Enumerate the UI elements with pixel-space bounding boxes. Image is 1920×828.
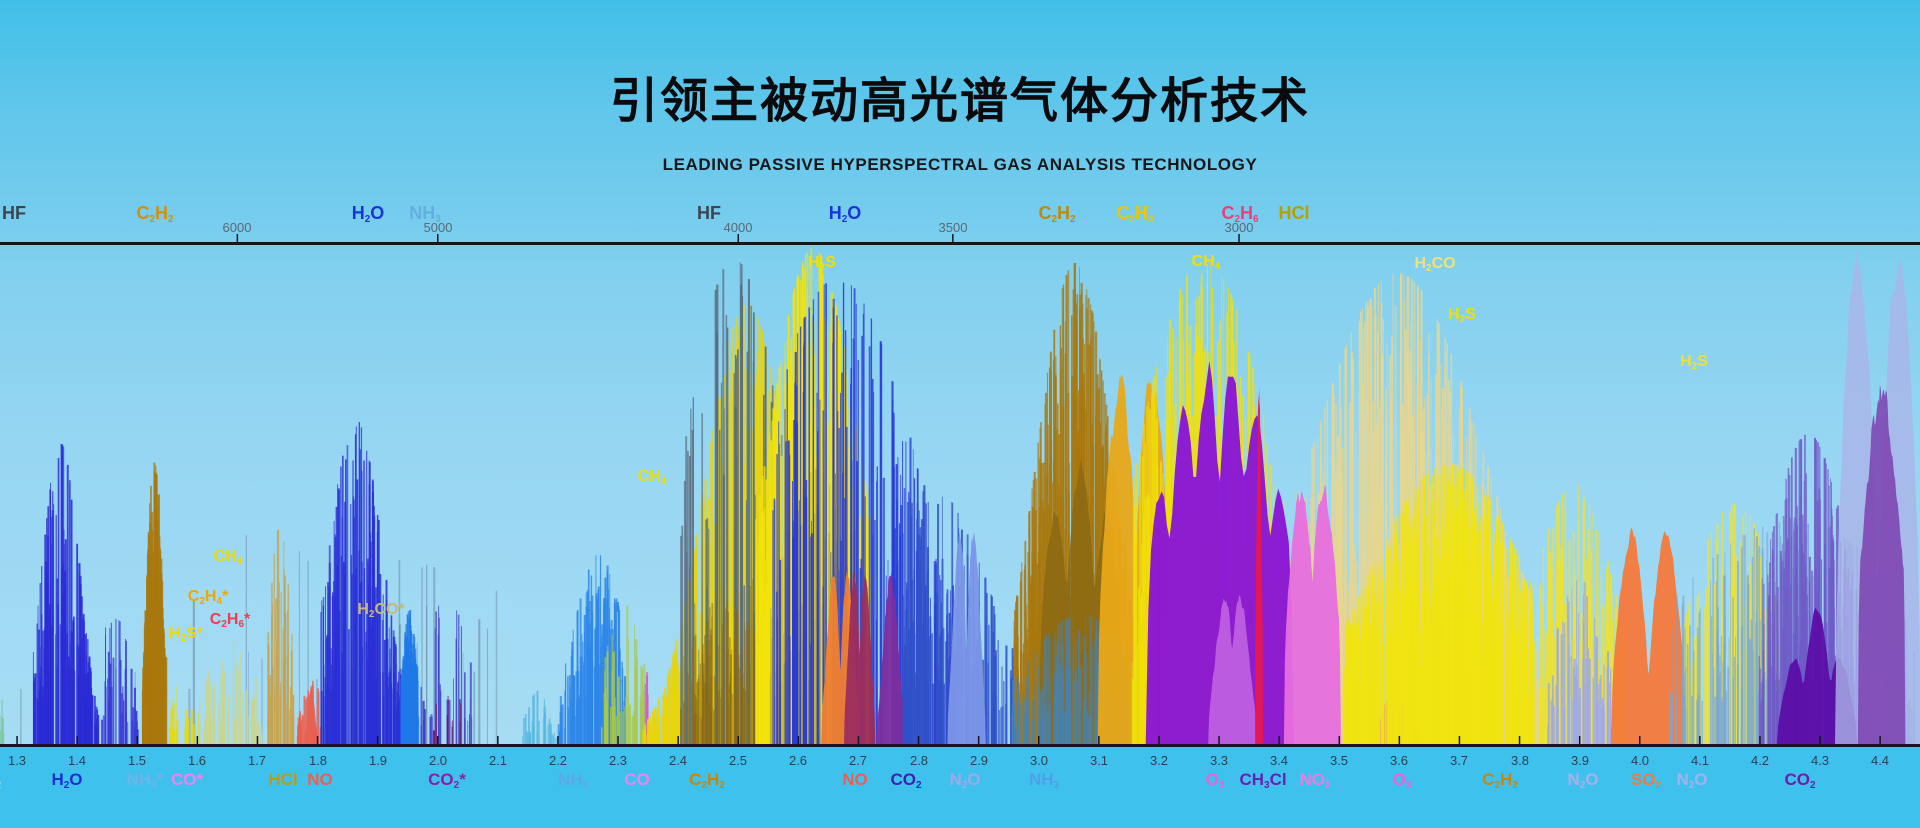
band-ch4-1-65 [199, 640, 264, 745]
band-purple-right-peak [1857, 384, 1906, 745]
band-n2o-lavender-3-9 [1547, 580, 1613, 745]
band-n2o-fill-2-87 [947, 532, 986, 745]
band-h2s-1-58 [169, 685, 199, 745]
band-maroon-fill [844, 570, 876, 745]
band-h2o-wing [101, 618, 139, 745]
band-crimson-stripe [1255, 386, 1263, 745]
band-co2-2-0 [420, 605, 473, 745]
page-subtitle: LEADING PASSIVE HYPERSPECTRAL GAS ANALYS… [662, 155, 1258, 174]
band-o2 [0, 699, 5, 745]
band-h2co-1-95 [400, 610, 420, 745]
band-orchid-inner [1208, 595, 1257, 745]
band-h2o-1-38 [32, 444, 100, 745]
band-o3-orchid-fill [1283, 485, 1341, 745]
band-hcl-1-74 [267, 529, 295, 745]
band-c2h2-1-52 [141, 462, 168, 745]
band-so2-fill-4-0 [1610, 527, 1687, 745]
band-h2o-1-9 [320, 422, 406, 745]
band-yellow-mass-3-65 [1342, 464, 1535, 745]
band-mix-green [600, 606, 648, 745]
bottom-strip [0, 747, 1920, 828]
band-no-fill [304, 687, 319, 745]
band-purple-fill-2-75 [876, 572, 906, 745]
band-nh3-2-15 [521, 690, 558, 745]
axes [0, 234, 1920, 747]
band-co2-accents [432, 696, 462, 745]
page-title: 引领主被动高光谱气体分析技术 [609, 75, 1310, 128]
